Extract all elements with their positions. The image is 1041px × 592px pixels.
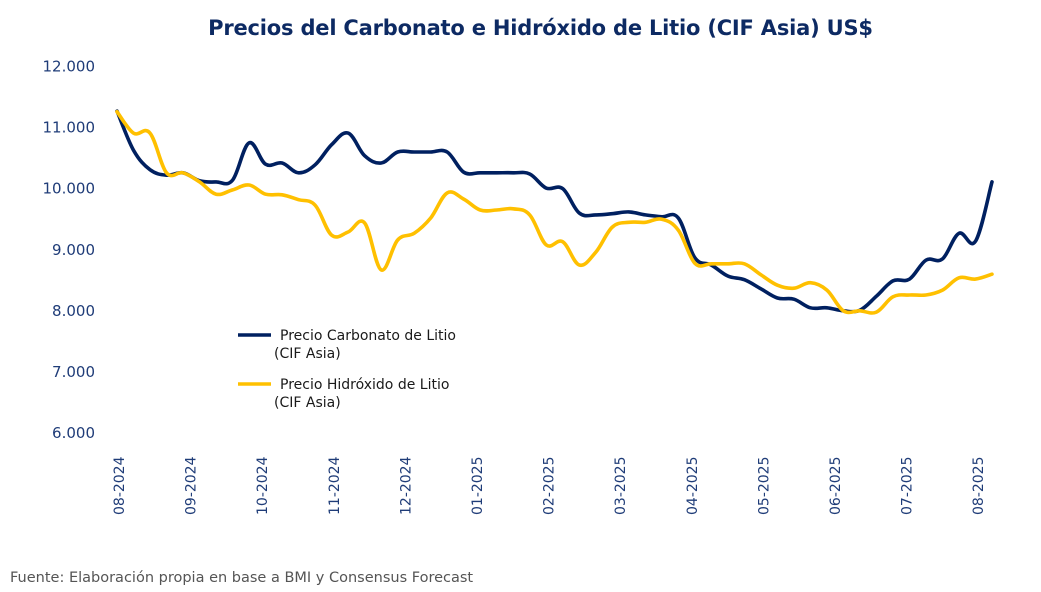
legend-label: Precio Hidróxido de Litio: [280, 377, 449, 393]
x-tick-label: 08-2024: [112, 456, 128, 515]
y-tick-label: 10.000: [43, 180, 96, 198]
x-tick-label: 06-2025: [828, 457, 844, 516]
y-tick-label: 7.000: [52, 363, 95, 381]
series-layer: [115, 109, 994, 315]
x-tick-label: 10-2024: [255, 456, 271, 515]
y-tick-label: 9.000: [52, 241, 95, 259]
x-tick-label: 07-2025: [900, 457, 916, 516]
y-tick-label: 6.000: [52, 424, 95, 442]
y-tick-label: 8.000: [52, 302, 95, 320]
x-tick-label: 03-2025: [613, 457, 629, 516]
series-line-carbonato: [115, 109, 994, 314]
source-note: Fuente: Elaboración propia en base a BMI…: [10, 570, 474, 586]
x-tick-label: 05-2025: [756, 457, 772, 516]
y-axis: 6.000 7.000 8.000 9.000 10.000 11.000 12.000: [43, 58, 96, 443]
x-axis: 08-2024 09-2024 10-2024 11-2024 12-2024 01-20…: [112, 456, 987, 515]
legend-label: (CIF Asia): [274, 395, 341, 411]
series-line-hidroxido: [115, 109, 994, 315]
legend: Precio Carbonato de Litio (CIF Asia) Preci…: [238, 328, 456, 411]
x-tick-label: 02-2025: [542, 457, 558, 516]
x-tick-label: 08-2025: [971, 457, 987, 516]
y-tick-label: 12.000: [43, 58, 96, 76]
x-tick-label: 09-2024: [184, 456, 200, 515]
legend-label: Precio Carbonato de Litio: [280, 328, 456, 344]
legend-label: (CIF Asia): [274, 346, 341, 362]
x-tick-label: 04-2025: [685, 457, 701, 516]
x-tick-label: 12-2024: [398, 456, 414, 515]
x-tick-label: 01-2025: [470, 457, 486, 516]
chart-title: Precios del Carbonato e Hidróxido de Lit…: [208, 16, 873, 40]
y-tick-label: 11.000: [43, 119, 96, 137]
x-tick-label: 11-2024: [327, 456, 343, 515]
